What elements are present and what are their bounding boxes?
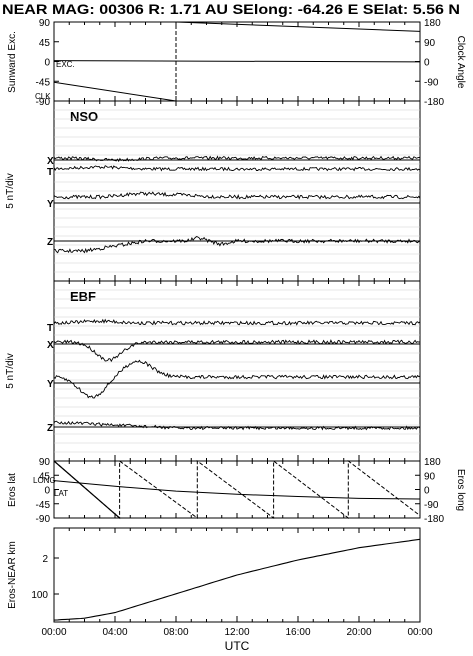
x-tick-label: 20:00 [346,627,371,638]
x-axis-label: UTC [225,639,250,653]
angles-left-tick-label: 90 [39,18,51,29]
angles-left-tick-label: -45 [36,77,51,88]
nso-trace-x [53,155,421,163]
eros-right-tick-label: 90 [424,471,436,482]
distance-tick-label: 2 [42,554,48,565]
ebf-trace-x [53,339,420,363]
nso-component-label-x: X [47,156,54,167]
eros-left-tick-label: -45 [36,500,51,511]
ebf-component-label-t: T [47,323,53,334]
ebf-trace-z [53,420,421,431]
ebf-component-label-z: Z [47,423,53,434]
nso-component-label-z: Z [47,237,53,248]
long-annotation: LONG [33,476,56,485]
angles-right-tick-label: -180 [424,97,444,108]
nso-ylabel: 5 nT/div [5,173,16,209]
eros-right-tick-label: 180 [424,457,441,468]
ebf-component-label-y: Y [47,379,54,390]
eros-longitude-solid-segment [53,460,120,519]
nso-trace-z [53,235,421,254]
x-tick-label: 04:00 [102,627,127,638]
eros-latitude-line [53,480,421,500]
eros-right-tick-label: -180 [424,514,444,525]
distance-line [53,538,421,621]
ebf-component-label-x: X [47,340,54,351]
ebf-trace-t [53,318,421,326]
eros-right-tick-label: 0 [424,486,430,497]
angles-right-tick-label: 90 [424,38,436,49]
plot-title: NEAR MAG: 00306 R: 1.71 AU SElong: -64.2… [2,2,460,17]
eros-left-tick-label: 0 [44,486,50,497]
angles-left-tick-label: 45 [39,38,51,49]
nso-trace-y [53,191,421,200]
sunward-excursion-line [53,60,421,63]
ebf-ylabel: 5 nT/div [5,353,16,389]
nso-component-label-t: T [47,167,53,178]
eros-left-ylabel: Eros lat [7,473,18,507]
eros-right-tick-label: -90 [424,500,439,511]
angles-right-tick-label: 0 [424,58,430,69]
exc-annotation: EXC. [56,60,75,69]
ebf-trace-y [53,359,421,399]
eros-right-ylabel: Eros long [455,469,466,511]
eros-left-tick-label: 90 [39,457,51,468]
distance-ylabel: Eros-NEAR km [7,541,18,609]
x-tick-label: 00:00 [407,627,432,638]
ebf-panel-title: EBF [70,289,96,304]
clk-annotation: CLK [35,92,51,101]
angles-left-tick-label: -90 [36,97,51,108]
angles-right-tick-label: 180 [424,18,441,29]
dynamic-chart-marks: 90450-45-90180900-90-180TXYZTXYZ90450-45… [31,18,444,638]
lat-annotation: LAT [54,489,68,498]
nso-panel-title: NSO [70,109,98,124]
clock-angle-line [53,81,177,102]
x-tick-label: 16:00 [285,627,310,638]
angles-right-ylabel: Clock Angle [455,36,466,89]
x-tick-label: 08:00 [163,627,188,638]
eros-left-tick-label: 45 [39,471,51,482]
angles-right-tick-label: -90 [424,77,439,88]
x-tick-label: 00:00 [41,627,66,638]
angles-left-ylabel: Sunward Exc. [7,31,18,93]
x-tick-label: 12:00 [224,627,249,638]
nso-component-label-y: Y [47,199,54,210]
eros-longitude-line [53,459,421,520]
distance-tick-label: 100 [31,590,48,601]
eros-left-tick-label: -90 [36,514,51,525]
angles-left-tick-label: 0 [44,58,50,69]
nso-trace-t [53,165,421,172]
